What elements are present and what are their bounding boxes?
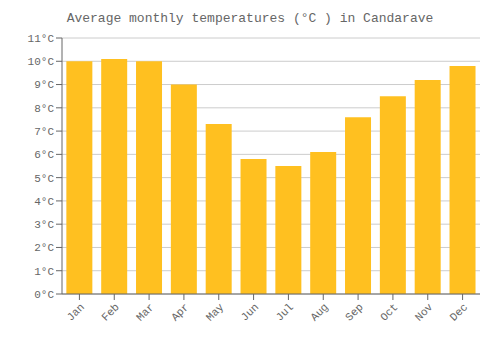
svg-text:Nov: Nov (413, 301, 436, 324)
svg-text:Jan: Jan (65, 301, 87, 323)
svg-text:Mar: Mar (134, 301, 156, 323)
svg-text:9°C: 9°C (34, 79, 54, 91)
svg-text:4°C: 4°C (34, 196, 54, 208)
svg-text:Aug: Aug (308, 301, 330, 323)
svg-text:Oct: Oct (378, 301, 400, 323)
svg-text:Dec: Dec (448, 301, 470, 323)
svg-text:10°C: 10°C (28, 56, 55, 68)
svg-text:3°C: 3°C (34, 219, 54, 231)
svg-text:May: May (204, 301, 227, 324)
svg-text:Sep: Sep (343, 301, 365, 323)
svg-text:2°C: 2°C (34, 242, 54, 254)
svg-text:6°C: 6°C (34, 149, 54, 161)
svg-text:11°C: 11°C (28, 33, 55, 45)
svg-text:Jun: Jun (239, 301, 261, 323)
svg-text:Jul: Jul (274, 301, 296, 323)
svg-text:8°C: 8°C (34, 103, 54, 115)
svg-text:5°C: 5°C (34, 173, 54, 185)
svg-text:7°C: 7°C (34, 126, 54, 138)
svg-text:1°C: 1°C (34, 266, 54, 278)
svg-text:0°C: 0°C (34, 289, 54, 301)
svg-text:Feb: Feb (99, 301, 121, 323)
html-text:Average monthly temperatures (: Average monthly temperatures (°C ) in Ca… (66, 11, 434, 26)
svg-text:Apr: Apr (169, 301, 191, 323)
